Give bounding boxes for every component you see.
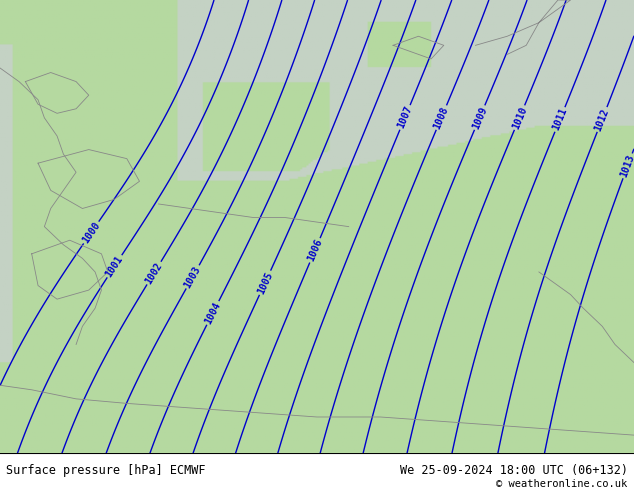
Text: Surface pressure [hPa] ECMWF: Surface pressure [hPa] ECMWF (6, 464, 206, 477)
Text: 1008: 1008 (432, 105, 451, 130)
Text: 1011: 1011 (551, 107, 569, 132)
Text: 1010: 1010 (510, 105, 529, 130)
Polygon shape (32, 240, 108, 299)
Text: 1012: 1012 (593, 107, 611, 132)
Polygon shape (38, 149, 139, 209)
Text: 1007: 1007 (396, 105, 414, 130)
Text: We 25-09-2024 18:00 UTC (06+132): We 25-09-2024 18:00 UTC (06+132) (399, 464, 628, 477)
Text: 1002: 1002 (143, 261, 164, 286)
Text: 1013: 1013 (619, 153, 634, 178)
Polygon shape (25, 73, 89, 113)
Text: 1000: 1000 (81, 220, 102, 245)
Text: 1004: 1004 (203, 300, 223, 326)
Text: © weatheronline.co.uk: © weatheronline.co.uk (496, 479, 628, 489)
Text: 1009: 1009 (470, 105, 489, 130)
Text: 1005: 1005 (256, 270, 275, 295)
Text: 1006: 1006 (306, 238, 324, 263)
Text: 1001: 1001 (104, 254, 125, 279)
Text: 1003: 1003 (183, 264, 203, 290)
